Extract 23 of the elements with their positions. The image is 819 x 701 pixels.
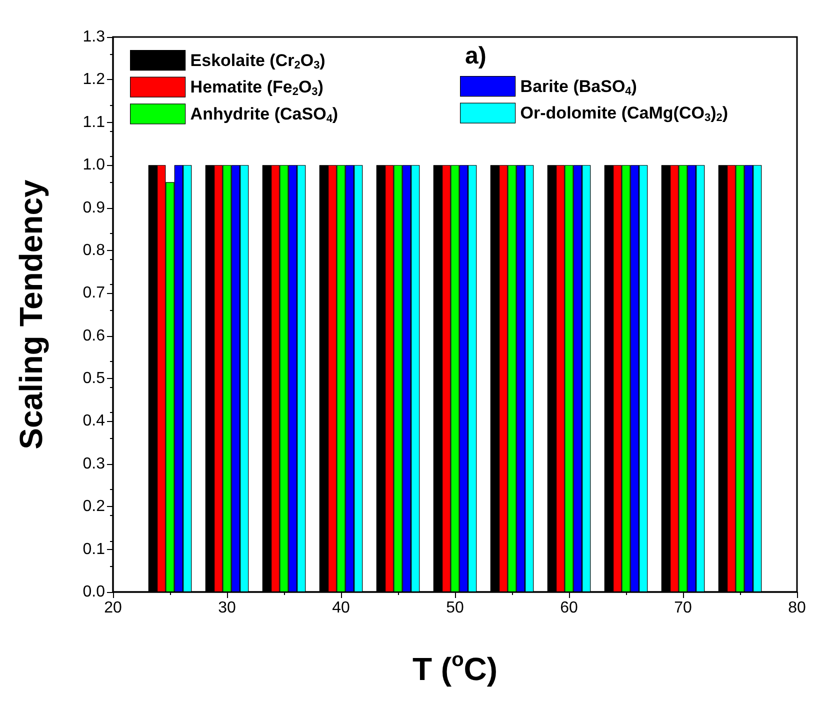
y-tick-label: 1.3 — [82, 28, 106, 46]
y-tick-label: 0.0 — [82, 584, 106, 600]
y-tick-label: 0.9 — [82, 199, 106, 216]
x-tick-label: 20 — [104, 600, 122, 616]
x-tick-label: 60 — [560, 600, 578, 616]
y-tick-label: 0.3 — [82, 455, 106, 472]
annotation: a) — [465, 42, 486, 70]
y-axis-title: Scaling Tendency — [13, 179, 49, 450]
y-tick-label: 0.1 — [82, 540, 106, 558]
x-tick-label: 40 — [332, 600, 350, 616]
y-tick-label: 0.4 — [82, 412, 106, 430]
y-tick-label: 0.2 — [82, 498, 106, 516]
y-tick-label: 0.6 — [82, 327, 106, 344]
x-tick-label: 80 — [788, 600, 806, 616]
y-tick-label: 0.7 — [82, 284, 106, 302]
y-tick-label: 1.0 — [82, 156, 106, 174]
y-tick-label: 0.5 — [82, 370, 106, 388]
x-tick-label: 50 — [446, 600, 464, 616]
y-tick-label: 0.8 — [82, 242, 106, 259]
y-tick-label: 1.2 — [82, 71, 106, 88]
x-tick-label: 30 — [218, 600, 236, 616]
x-tick-label: 70 — [674, 600, 692, 616]
y-tick-label: 1.1 — [82, 114, 106, 131]
